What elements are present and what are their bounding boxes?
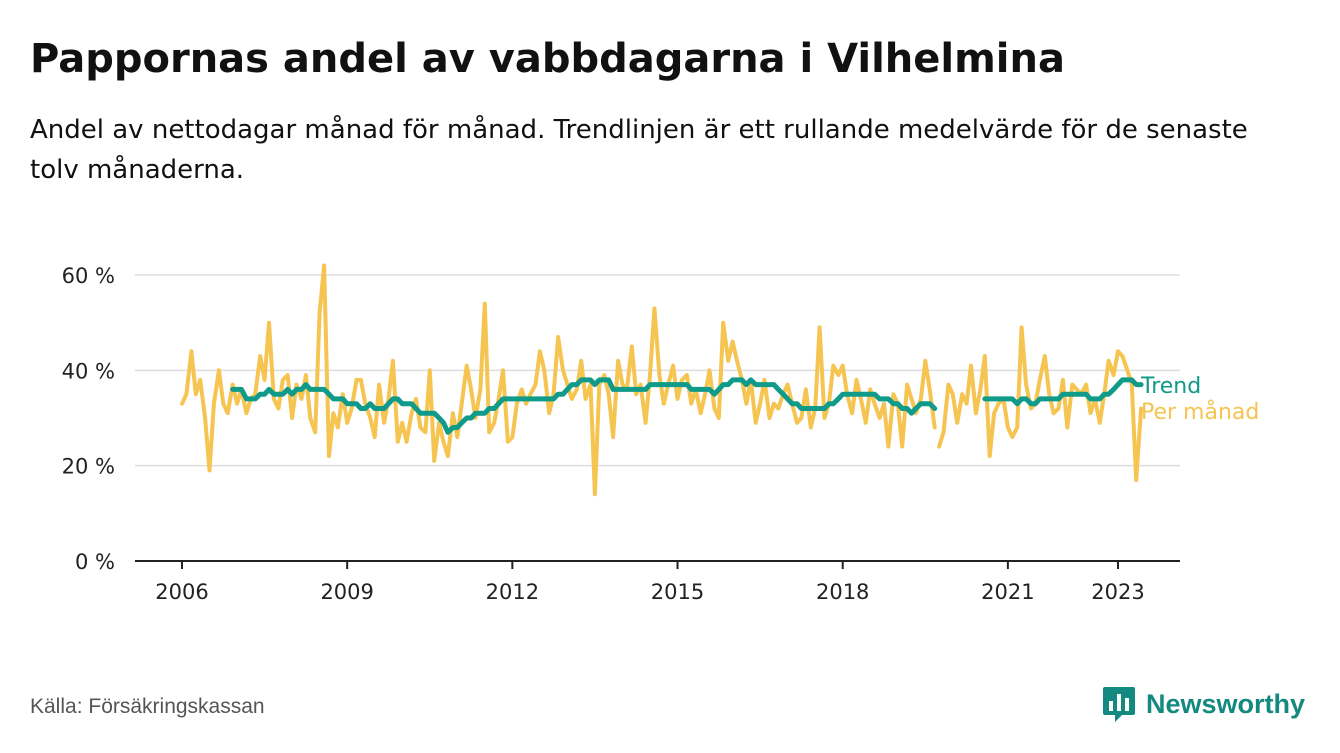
y-tick-label: 60 % xyxy=(62,264,115,288)
x-tick-label: 2009 xyxy=(320,580,373,604)
y-tick-label: 20 % xyxy=(62,455,115,479)
x-tick-label: 2006 xyxy=(155,580,208,604)
brand-logo[interactable]: Newsworthy xyxy=(1102,684,1305,724)
label-per-manad: Per månad xyxy=(1141,399,1259,425)
series-line-trend xyxy=(230,377,1144,435)
series-lines xyxy=(180,263,1144,497)
chart-title: Pappornas andel av vabbdagarna i Vilhelm… xyxy=(30,36,1065,82)
x-tick-label: 2023 xyxy=(1091,580,1144,604)
source-note: Källa: Försäkringskassan xyxy=(30,695,265,718)
brand-name: Newsworthy xyxy=(1146,688,1306,719)
series-line-per-manad xyxy=(180,263,1144,497)
chart-subtitle: Andel av nettodagar månad för månad. Tre… xyxy=(30,115,1248,185)
bar-chart-speech-bubble-icon xyxy=(1103,687,1135,722)
x-tick-label: 2018 xyxy=(816,580,869,604)
x-tick-label: 2015 xyxy=(651,580,704,604)
x-tick-label: 2021 xyxy=(981,580,1034,604)
x-tick-label: 2012 xyxy=(486,580,539,604)
y-tick-label: 0 % xyxy=(75,550,115,574)
x-axis: 2006 2009 2012 2015 2018 2021 2023 xyxy=(135,560,1180,604)
y-axis-labels: 0 % 20 % 40 % 60 % xyxy=(62,264,115,574)
y-tick-label: 40 % xyxy=(62,359,115,383)
label-trend: Trend xyxy=(1140,374,1201,399)
